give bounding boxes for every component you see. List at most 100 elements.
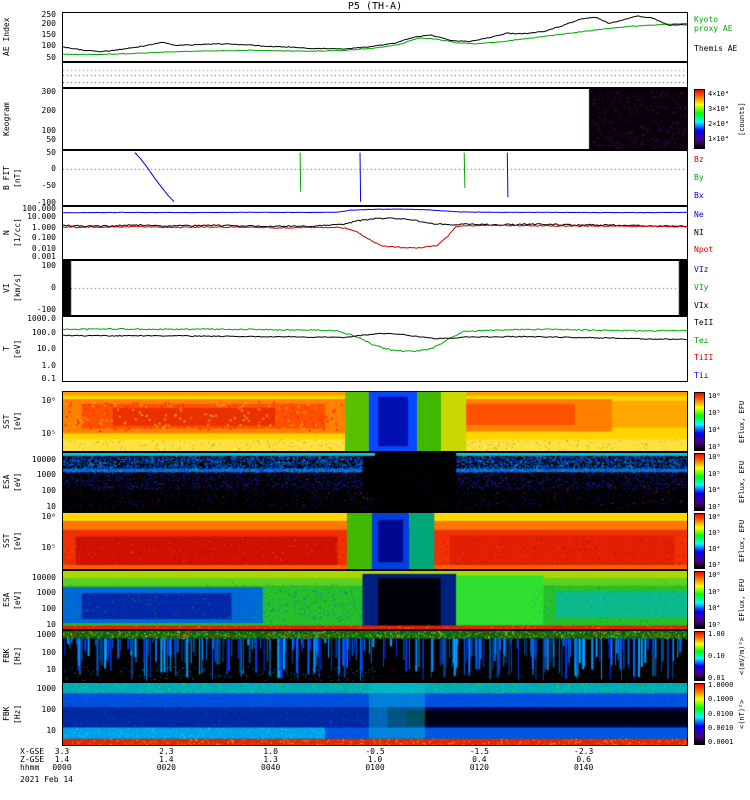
x-tick-value: 0040	[261, 763, 281, 772]
y-tick: 100.0	[31, 327, 56, 337]
panel-b-fit: 50 0 -50 -100 B FIT [nT] Bz By Bx	[0, 148, 750, 207]
legend-item: TiII	[694, 353, 714, 363]
series-Bx arc	[134, 152, 175, 203]
keogram-strip-plot	[62, 62, 688, 88]
legend-item: Kyoto	[694, 15, 719, 24]
y-axis-label: ESA	[2, 474, 11, 490]
y-tick: 100	[41, 261, 56, 271]
y-tick: 100	[41, 125, 56, 135]
y-axis-ticks: 1000 100 10	[0, 682, 58, 746]
y-axis-label: N	[2, 230, 11, 236]
legend-item: Ti⊥	[694, 371, 709, 381]
temperature-series	[63, 327, 687, 353]
series-By spike 1	[299, 152, 302, 192]
colorbar-unit-label: <(nT)²>	[738, 699, 746, 729]
date-label: 2021 Feb 14	[20, 775, 73, 784]
y-tick: 1000	[36, 630, 56, 640]
colorbar-unit-label: <(mV/m)²>	[738, 637, 746, 675]
y-tick: 1.0	[41, 360, 56, 370]
y-tick: 50	[46, 52, 56, 62]
series-By spike 2	[463, 152, 466, 189]
y-axis-unit: [nT]	[13, 168, 22, 188]
series-Themis AE	[63, 15, 687, 53]
density-legend: Ne NI Npot	[692, 206, 750, 260]
panel-esa-ion: 10000 1000 100 10 ESA [eV] 10⁶ 10⁵ 10⁴ 10³ EFlux, …	[0, 452, 750, 512]
y-tick: 200	[41, 106, 56, 116]
colorbar-unit-label: EFlux, EFU	[738, 460, 746, 504]
y-tick: 100	[41, 604, 56, 614]
series-TeII	[63, 332, 687, 341]
y-tick: -100	[36, 197, 56, 207]
series-NI	[63, 217, 687, 228]
y-tick: 200	[41, 19, 56, 29]
y-tick: 0.001	[31, 252, 56, 261]
legend-item: By	[694, 172, 704, 182]
colorbar-tick: 1.00	[708, 630, 725, 639]
x-tick-value: 3.3	[54, 747, 70, 756]
y-axis-ticks: 10000 1000 100 10	[0, 452, 58, 512]
legend-item: TeII	[694, 317, 714, 327]
y-axis-unit: [Hz]	[13, 646, 22, 666]
colorbar-tick: 10⁴	[708, 604, 721, 613]
y-tick: 50	[46, 148, 56, 157]
legend-item: Bz	[694, 154, 704, 164]
colorbar-tick: 10⁶	[708, 570, 721, 579]
colorbar-tick: 0.0100	[708, 710, 734, 718]
plot-title: P5 (TH-A)	[347, 1, 403, 12]
x-tick-value: -2.3	[574, 747, 594, 756]
esa-ion-colorbar	[694, 453, 705, 511]
colorbar-ticks: 10⁶ 10⁵ 10⁴ 10³	[707, 391, 743, 452]
colorbar-tick: 1×10⁴	[708, 134, 730, 143]
legend-item: VIx	[694, 301, 709, 310]
y-tick: 1.000	[31, 222, 56, 232]
panel-fbk-e: 1000 100 10 FBK [Hz] 1.00 0.10 0.01 <(mV/m)²>	[0, 630, 750, 682]
sst-ion-canvas	[63, 392, 687, 451]
y-tick: 150	[41, 30, 56, 40]
fbk-e-plot	[62, 630, 688, 682]
colorbar-tick: 10³	[708, 561, 721, 570]
series-Bx spike 1	[359, 152, 362, 202]
sst-electron-colorbar	[694, 513, 705, 569]
colorbar-tick: 10⁵	[708, 587, 721, 596]
y-tick: 1000	[36, 588, 56, 598]
colorbar-ticks: 10⁶ 10⁵ 10⁴ 10³	[707, 512, 743, 570]
colorbar-tick: 10⁴	[708, 426, 721, 435]
x-row-label: Z-GSE	[20, 755, 45, 764]
series-Npot	[63, 224, 687, 249]
colorbar-tick: 10⁴	[708, 486, 721, 495]
y-axis-ticks: 250 200 150 100 50	[0, 11, 58, 62]
series-Te⊥	[63, 327, 687, 353]
panel-fbk-b: 1000 100 10 FBK [Hz] 1.0000 0.1000 0.0100 0.0010…	[0, 682, 750, 746]
y-tick: 0.1	[41, 374, 56, 383]
y-axis-ticks: 10⁶ 10⁵	[0, 391, 58, 452]
y-axis-ticks: 100.000 10.000 1.000 0.100 0.010 0.001	[0, 204, 58, 261]
legend-item: NI	[694, 227, 704, 237]
x-tick-value: 0140	[574, 763, 594, 772]
y-tick: 10	[46, 502, 56, 512]
esa-electron-canvas	[63, 571, 687, 629]
x-axis: X-GSE 3.3 2.3 1.0 -0.5 -1.5 -2.3 Z-GSE 1.4 1.4 1.3…	[0, 748, 750, 796]
y-tick: 10	[46, 620, 56, 630]
y-tick: -50	[41, 180, 56, 190]
series-Ne	[63, 208, 687, 214]
temperature-plot	[62, 316, 688, 382]
y-tick: 10⁵	[41, 429, 56, 439]
colorbar-tick: 2×10⁴	[708, 119, 730, 128]
y-axis-unit: [Hz]	[13, 704, 22, 724]
x-tick-value: -0.5	[365, 747, 385, 756]
fbk-e-colorbar	[694, 631, 705, 681]
colorbar-ticks: 10⁶ 10⁵ 10⁴ 10³	[707, 452, 743, 512]
y-tick: 100.000	[22, 204, 56, 213]
colorbar-tick: 0.10	[708, 652, 725, 660]
colorbar-unit-label: EFlux, EFU	[738, 578, 746, 622]
colorbar-unit-label: EFlux, EFU	[738, 519, 746, 563]
sst-electron-canvas	[63, 513, 687, 569]
sst-electron-plot	[62, 512, 688, 570]
colorbar-tick: 0.0001	[708, 738, 734, 747]
legend-item: VIz	[694, 264, 709, 274]
keogram-plot	[62, 88, 688, 150]
fbk-b-canvas	[63, 683, 687, 745]
panel-temperature: 1000.0 100.0 10.0 1.0 0.1 T [eV] TeII Te⊥ TiII Ti⊥	[0, 315, 750, 383]
y-tick: 100	[41, 486, 56, 496]
